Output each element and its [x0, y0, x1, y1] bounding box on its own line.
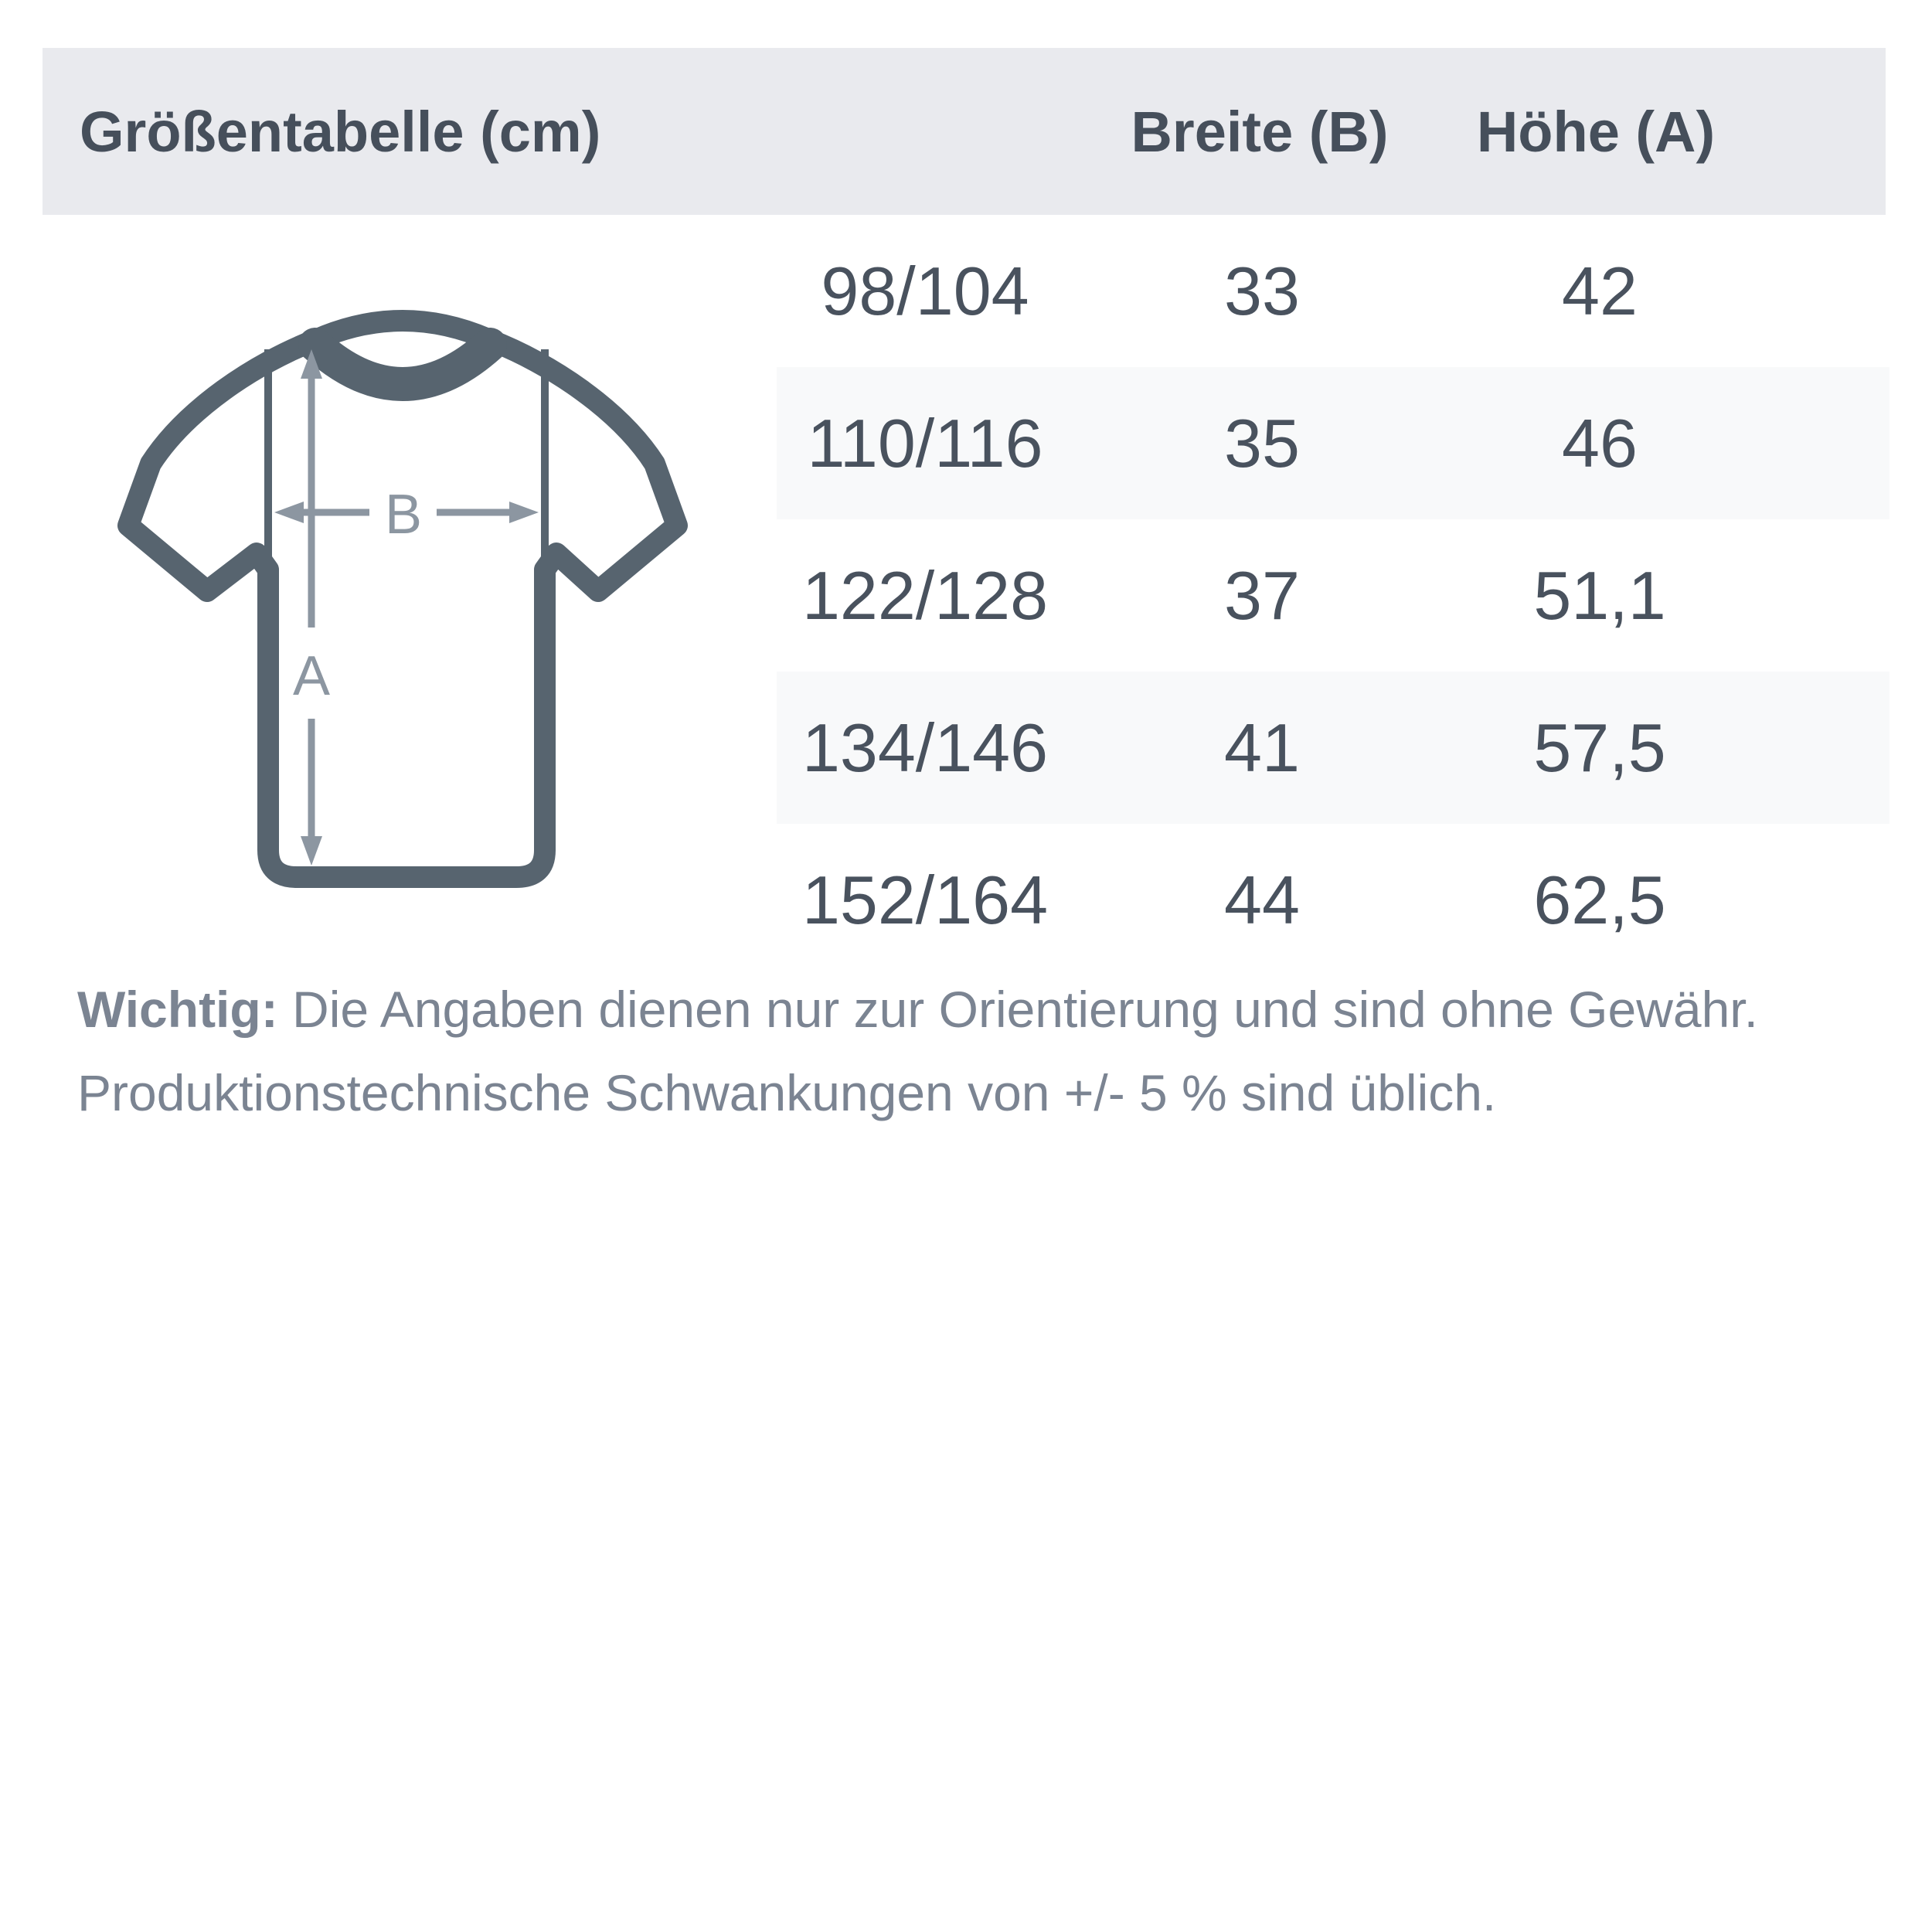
height-label: A [293, 645, 330, 707]
width-cell: 33 [1224, 252, 1300, 329]
tshirt-measurement-diagram: A B [117, 310, 688, 888]
height-cell: 42 [1562, 252, 1638, 329]
width-cell: 35 [1224, 404, 1300, 481]
arrow-left-icon [274, 502, 304, 523]
width-cell: 41 [1224, 709, 1300, 786]
column-header-width: Breite (B) [1131, 99, 1389, 164]
table-row: 152/164 44 62,5 [777, 824, 1889, 976]
table-row: 98/104 33 42 [777, 215, 1889, 367]
width-arrow: B [274, 484, 539, 546]
width-label: B [385, 484, 422, 546]
arrow-up-icon [301, 349, 322, 379]
size-cell: 110/116 [807, 404, 1043, 481]
disclaimer-line-2: Produktionstechnische Schwankungen von +… [77, 1064, 1497, 1121]
width-cell: 37 [1224, 556, 1300, 634]
height-cell: 46 [1562, 404, 1638, 481]
table-row: 122/128 37 51,1 [777, 519, 1889, 672]
table-row: 110/116 35 46 [777, 367, 1889, 519]
width-cell: 44 [1224, 861, 1300, 938]
disclaimer-text-1: Die Angaben dienen nur zur Orientierung … [277, 981, 1758, 1038]
height-cell: 57,5 [1533, 709, 1666, 786]
disclaimer-bold-label: Wichtig: [77, 981, 278, 1038]
height-cell: 62,5 [1533, 861, 1666, 938]
tshirt-outline-icon [117, 310, 688, 888]
tshirt-collar-icon [298, 328, 507, 401]
size-cell: 98/104 [821, 252, 1029, 329]
table-header-band: Größentabelle (cm) Breite (B) Höhe (A) [43, 48, 1886, 215]
size-cell: 122/128 [801, 556, 1049, 634]
arrow-down-icon [301, 836, 322, 866]
size-cell: 152/164 [801, 861, 1049, 938]
column-header-height: Höhe (A) [1476, 99, 1716, 164]
height-cell: 51,1 [1533, 556, 1666, 634]
page-title: Größentabelle (cm) [80, 99, 601, 164]
table-row: 134/146 41 57,5 [777, 672, 1889, 824]
arrow-right-icon [509, 502, 539, 523]
size-cell: 134/146 [801, 709, 1049, 786]
height-arrow: A [293, 349, 330, 866]
disclaimer-note: Wichtig: Die Angaben dienen nur zur Orie… [77, 968, 1886, 1134]
disclaimer-line-1: Wichtig: Die Angaben dienen nur zur Orie… [77, 968, 1886, 1051]
